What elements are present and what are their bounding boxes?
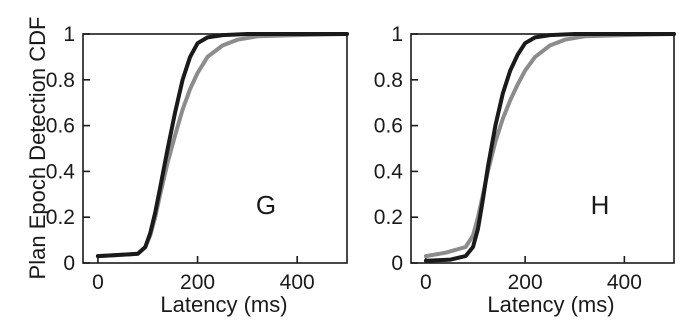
cdf-series-line xyxy=(95,32,349,259)
y-tick-label: 1 xyxy=(391,23,403,46)
panel-label: H xyxy=(591,190,610,220)
y-tick-label: 0.4 xyxy=(46,160,76,183)
x-tick-labels: 0 200 400 xyxy=(92,271,315,294)
y-tick-label: 0.2 xyxy=(374,206,403,229)
y-tick-label: 0 xyxy=(63,252,75,275)
panel-g: 0 0.2 0.4 0.6 0.8 1 0 200 400 G Latency (ms) xyxy=(46,23,349,317)
x-tick-label: 0 xyxy=(92,271,104,294)
y-tick-label: 0.6 xyxy=(46,115,75,138)
x-tick-label: 0 xyxy=(420,271,432,294)
plot-frame xyxy=(82,33,348,264)
plot-frame xyxy=(410,33,675,264)
series-layer xyxy=(423,32,676,263)
cdf-series-line xyxy=(95,32,349,259)
x-tick-labels: 0 200 400 xyxy=(420,271,642,294)
y-axis-title: Plan Epoch Detection CDF xyxy=(25,17,50,280)
x-tick-label: 400 xyxy=(280,271,315,294)
y-tick-label: 0.2 xyxy=(46,206,75,229)
x-axis-title: Latency (ms) xyxy=(487,292,614,317)
cdf-series-line xyxy=(423,32,676,259)
x-axis-title: Latency (ms) xyxy=(160,292,287,317)
y-tick-label: 0.6 xyxy=(374,115,403,138)
x-tick-label: 200 xyxy=(180,271,215,294)
y-tick-label: 0.4 xyxy=(374,160,404,183)
cdf-series-line xyxy=(423,32,676,263)
y-tick-label: 0.8 xyxy=(46,69,75,92)
y-tick-labels: 0 0.2 0.4 0.6 0.8 1 xyxy=(46,23,76,275)
panel-label: G xyxy=(256,190,276,220)
tick-marks xyxy=(83,33,298,264)
series-layer xyxy=(95,32,349,259)
x-tick-label: 400 xyxy=(607,271,642,294)
x-tick-label: 200 xyxy=(508,271,543,294)
tick-marks xyxy=(411,33,626,264)
y-tick-label: 0.8 xyxy=(374,69,403,92)
y-tick-label: 1 xyxy=(63,23,75,46)
panel-h: 0 0.2 0.4 0.6 0.8 1 0 200 400 H Latency (ms) xyxy=(374,23,676,317)
y-tick-labels: 0 0.2 0.4 0.6 0.8 1 xyxy=(374,23,404,275)
y-tick-label: 0 xyxy=(391,252,403,275)
